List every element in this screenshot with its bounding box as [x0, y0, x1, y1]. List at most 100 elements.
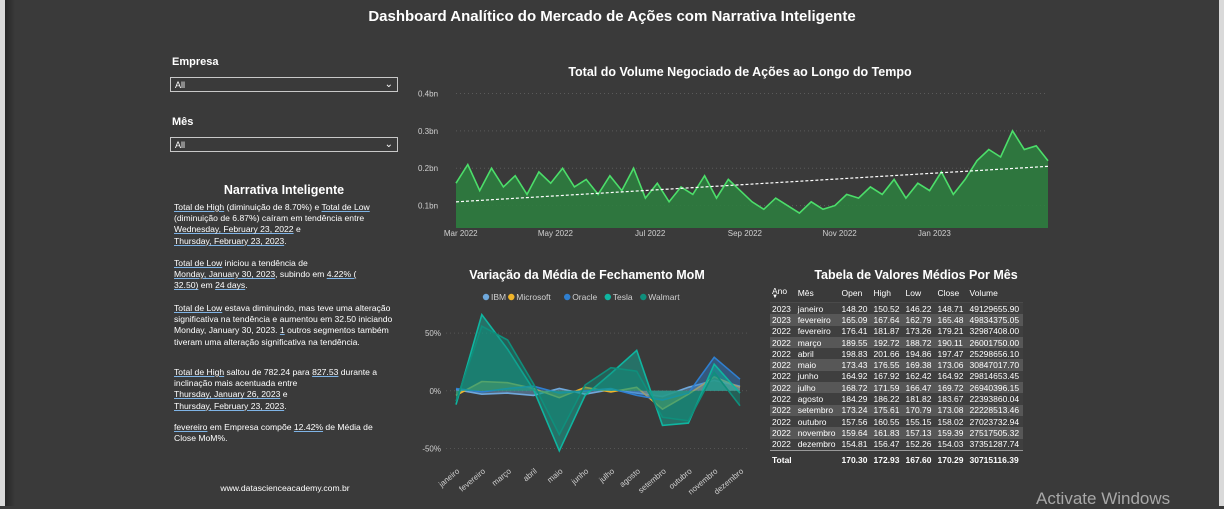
narr-link[interactable]: 4.22% ( [326, 269, 357, 280]
series-area-ibm [456, 380, 740, 397]
legend-label: IBM [491, 292, 506, 302]
column-header-volume[interactable]: Volume [969, 288, 998, 298]
legend-dot [508, 293, 515, 301]
x-tick-label: dezembro [712, 466, 745, 496]
table-cell: 2022 [772, 337, 791, 348]
table-cell: 164.92 [841, 371, 868, 382]
narrative-paragraph-2: Total de Low iniciou a tendência de Mond… [174, 258, 396, 292]
narr-link[interactable]: Thursday, February 23, 2023 [174, 400, 285, 411]
total-cell: 30715116.39 [967, 449, 1024, 466]
table-cell: 148.20 [839, 302, 872, 315]
column-header-open[interactable]: Open [841, 288, 863, 298]
table-cell: 25298656.10 [969, 348, 1020, 359]
table-total-row: Total 170.30 172.93 167.60 170.29 30715116.39 [770, 449, 1024, 466]
table-row[interactable]: 2023 janeiro 148.20 150.52 146.22 148.71 49129… [770, 302, 1024, 315]
table-cell: 158.02 [937, 416, 964, 427]
total-cell: 167.60 [903, 449, 936, 466]
narr-link[interactable]: 24 days [215, 280, 246, 291]
table-cell: 29814653.45 [969, 371, 1020, 382]
column-header-close[interactable]: Close [937, 288, 960, 298]
table-cell: 184.29 [841, 394, 868, 405]
left-shadow [5, 0, 15, 506]
table-cell: 49129655.90 [967, 302, 1024, 315]
table-cell: 161.83 [873, 427, 900, 438]
volume-area-chart[interactable]: 0.1bn 0.2bn 0.3bn 0.4bn Mar 2022 May 2022 Jul … [416, 80, 1056, 242]
series-line-oracle [455, 356, 741, 401]
x-tick-label: junho [569, 466, 591, 486]
table-row[interactable]: 2022 setembro 173.24 175.61 170.79 173.08 2222… [770, 404, 1024, 416]
legend-item-tesla: Tesla [604, 292, 633, 302]
narr-link[interactable]: Thursday, January 26, 2023 [174, 389, 281, 400]
table-cell: 2022 [772, 371, 791, 382]
legend-item-walmart: Walmart [640, 292, 680, 302]
table-row[interactable]: 2022 novembro 159.64 161.83 157.13 159.39 2751… [770, 427, 1024, 439]
chevron-down-icon: ⌄ [384, 79, 393, 90]
mes-dropdown[interactable]: All ⌄ [170, 137, 398, 152]
x-tick-label: julho [597, 466, 617, 485]
narr-link[interactable]: Total de Low [321, 202, 370, 212]
narr-text: (diminuição de 8.70%) e [224, 202, 322, 212]
narr-link[interactable]: Thursday, February 23, 2023 [174, 235, 285, 246]
table-cell: 181.87 [873, 326, 900, 337]
table-header-row: Ano ▼ Mês Open High Low Close Volume [770, 285, 1023, 303]
narr-link[interactable]: 32.50) [174, 280, 199, 291]
table-row[interactable]: 2022 junho 164.92 167.92 162.42 164.92 2981465… [770, 370, 1024, 383]
x-tick-label: Nov 2022 [822, 229, 857, 238]
table-row[interactable]: 2022 março 189.55 192.72 188.72 190.11 2600175… [770, 336, 1024, 349]
table-cell: outubro [797, 416, 827, 427]
table-cell: 32987408.00 [969, 326, 1020, 337]
table-cell: 169.72 [937, 382, 964, 393]
table-cell: julho [797, 382, 816, 393]
y-tick-label: 0.3bn [418, 127, 438, 136]
table-cell: 2022 [772, 405, 791, 416]
narr-link[interactable]: Total de Low [174, 258, 223, 268]
table-cell: 189.55 [841, 337, 868, 348]
narr-text: saltou de 782.24 para [224, 367, 313, 377]
column-header-ano[interactable]: Ano ▼ [770, 285, 796, 303]
table-row[interactable]: 2022 fevereiro 176.41 181.87 173.26 179.21 329… [770, 325, 1024, 337]
narr-link[interactable]: 12.42% [293, 422, 324, 432]
total-cell [795, 449, 840, 466]
series-area-oracle [456, 357, 740, 400]
narr-link[interactable]: Total de High [174, 202, 225, 212]
narr-link[interactable]: Wednesday, February 23, 2022 [174, 224, 294, 235]
y-tick-label: 50% [425, 329, 441, 338]
mom-chart-title: Variação da Média de Fechamento MoM [469, 268, 705, 282]
dashboard-title: Dashboard Analítico do Mercado de Ações … [368, 8, 856, 25]
table-row[interactable]: 2022 abril 198.83 201.66 194.86 197.47 2529865… [770, 348, 1024, 360]
column-header-high[interactable]: High [873, 288, 891, 298]
table-row[interactable]: 2022 julho 168.72 171.59 166.47 169.72 2694039… [770, 382, 1024, 394]
table-cell: 157.56 [841, 416, 868, 427]
narr-link[interactable]: Total de High [174, 367, 225, 377]
table-cell: fevereiro [797, 326, 831, 337]
x-tick-label: abril [521, 466, 539, 483]
x-tick-label: Mar 2022 [444, 229, 478, 238]
table-cell: 2022 [772, 416, 791, 427]
table-row[interactable]: 2023 fevereiro 165.09 167.64 162.79 165.48 498… [770, 314, 1024, 326]
legend-label: Tesla [613, 292, 633, 302]
narr-link[interactable]: 1 [279, 325, 285, 336]
footer-website[interactable]: www.datascienceacademy.com.br [220, 483, 350, 493]
y-tick-label: -50% [422, 444, 441, 453]
narr-link[interactable]: 827.53 [312, 367, 339, 377]
table-row[interactable]: 2022 agosto 184.29 186.22 181.82 183.67 223938… [770, 393, 1024, 405]
column-header-mês[interactable]: Mês [797, 288, 814, 298]
table-row[interactable]: 2022 maio 173.43 176.55 169.38 173.06 30847017… [770, 359, 1024, 371]
narrative-paragraph-5: fevereiro em Empresa compõe 12.42% de Mé… [174, 422, 396, 444]
empresa-dropdown[interactable]: All ⌄ [170, 77, 398, 92]
narr-text: outros segmentos também tiveram uma alte… [174, 325, 389, 347]
narr-text: . [245, 280, 248, 291]
table-row[interactable]: 2022 dezembro 154.81 156.47 152.26 154.03 3735… [770, 438, 1024, 451]
mom-line-chart[interactable]: IBM Microsoft Oracle Tesla Walmart 50% 0% -50% j… [414, 290, 760, 500]
narr-link[interactable]: fevereiro [174, 422, 208, 432]
narr-text: e [280, 389, 288, 400]
table-cell: maio [797, 360, 817, 371]
narr-link[interactable]: Total de Low [174, 303, 223, 313]
narr-link[interactable]: Monday, January 30, 2023 [174, 269, 276, 280]
table-row[interactable]: 2022 outubro 157.56 160.55 155.15 158.02 27023… [770, 415, 1024, 428]
column-header-low[interactable]: Low [905, 288, 922, 298]
narr-text: iniciou a tendência de [222, 258, 308, 268]
table-cell: 186.22 [873, 394, 900, 405]
windows-activation-watermark: Activate Windows [1036, 489, 1171, 508]
table-cell: 173.08 [937, 405, 964, 416]
